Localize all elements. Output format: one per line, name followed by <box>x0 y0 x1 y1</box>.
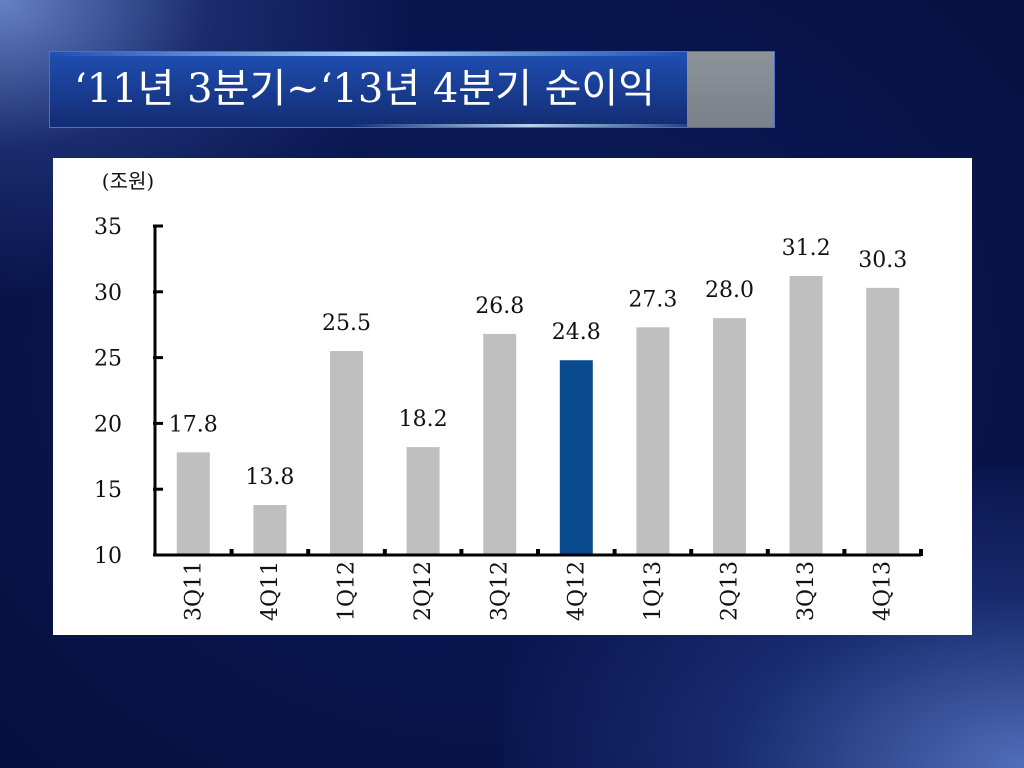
bar-3q11 <box>176 452 210 555</box>
value-label-1q12: 25.5 <box>322 311 371 336</box>
x-tick-label-3q13: 3Q13 <box>794 561 819 621</box>
bar-4q13 <box>866 287 900 555</box>
x-tick-label-3q12: 3Q12 <box>488 561 513 621</box>
x-tick-label-4q11: 4Q11 <box>258 561 283 621</box>
x-tick-label-4q12: 4Q12 <box>564 561 589 621</box>
value-label-2q12: 18.2 <box>399 407 448 432</box>
chart-panel: 10 15 20 25 30 35 17.8 13.8 25.5 18.2 26.8 24.8 27.… <box>53 158 972 635</box>
value-label-4q13: 30.3 <box>858 248 907 273</box>
value-label-3q12: 26.8 <box>475 294 524 319</box>
bar-1q13 <box>636 327 670 555</box>
x-tick-label-1q12: 1Q12 <box>335 561 360 621</box>
bar-chart: 10 15 20 25 30 35 17.8 13.8 25.5 18.2 26.8 24.8 27.… <box>94 169 923 621</box>
y-tick-label: 35 <box>94 215 122 240</box>
title-bar-glow <box>50 52 686 56</box>
y-tick-label: 25 <box>94 347 122 372</box>
title-bar: ‘11년 3분기~‘13년 4분기 순이익 <box>49 51 775 128</box>
title-bar-bottom-glow <box>350 124 710 127</box>
value-label-1q13: 27.3 <box>628 287 677 312</box>
y-tick-label: 10 <box>94 544 122 569</box>
y-axis-ticks: 10 15 20 25 30 35 <box>94 215 163 569</box>
value-label-2q13: 28.0 <box>705 278 754 303</box>
value-labels: 17.8 13.8 25.5 18.2 26.8 24.8 27.3 28.0 31.2 30.3 <box>169 236 907 490</box>
value-label-4q11: 13.8 <box>245 465 294 490</box>
bar-3q13 <box>789 276 823 555</box>
x-tick-label-2q13: 2Q13 <box>718 561 743 621</box>
y-tick-label: 30 <box>94 281 122 306</box>
title-bar-accent-block <box>687 52 774 127</box>
bar-2q13 <box>713 318 746 555</box>
x-tick-label-3q11: 3Q11 <box>181 561 206 621</box>
x-axis-labels: 3Q11 4Q11 1Q12 2Q12 3Q12 4Q12 1Q13 2Q13 3Q13 4Q13 <box>181 561 895 621</box>
x-tick-label-4q13: 4Q13 <box>871 561 896 621</box>
slide-title: ‘11년 3분기~‘13년 4분기 순이익 <box>74 66 655 112</box>
y-tick-label: 20 <box>94 412 122 437</box>
bar-3q12 <box>483 333 517 555</box>
bar-1q12 <box>330 351 363 555</box>
bar-4q11 <box>253 504 287 555</box>
value-label-4q12: 24.8 <box>552 320 601 345</box>
x-tick-label-1q13: 1Q13 <box>641 561 666 621</box>
bar-4q12 <box>559 360 593 555</box>
value-label-3q11: 17.8 <box>169 412 218 437</box>
value-label-3q13: 31.2 <box>782 236 831 261</box>
bar-2q12 <box>406 447 440 555</box>
y-axis-unit-label: (조원) <box>102 169 154 193</box>
x-tick-label-2q12: 2Q12 <box>411 561 436 621</box>
y-tick-label: 15 <box>94 478 122 503</box>
chart-bars <box>176 276 900 555</box>
chart-axes <box>153 226 921 557</box>
